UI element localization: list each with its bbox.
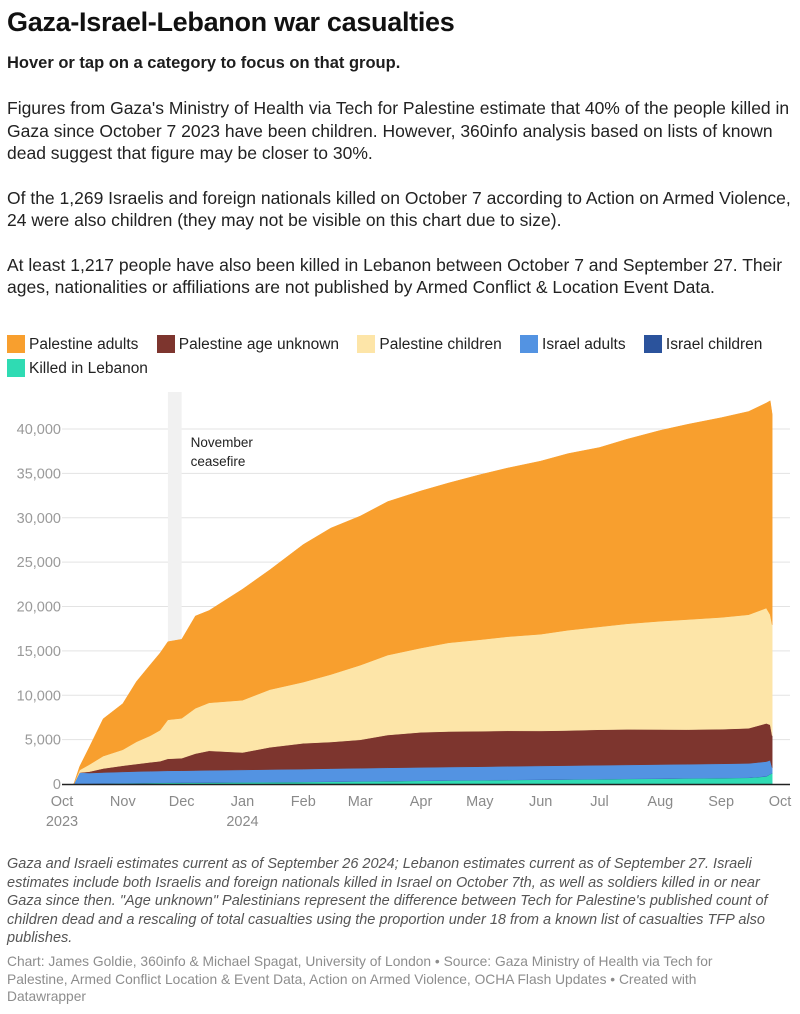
x-tick-label: Aug — [647, 794, 673, 810]
x-tick-label: Oct — [51, 794, 74, 810]
y-tick-label: 30,000 — [17, 511, 61, 527]
x-tick-label: Jan — [231, 794, 254, 810]
intro-paragraph: Of the 1,269 Israelis and foreign nation… — [7, 187, 791, 231]
x-tick-label: May — [466, 794, 494, 810]
y-tick-label: 15,000 — [17, 644, 61, 660]
x-tick-label: Nov — [110, 794, 137, 810]
y-tick-label: 40,000 — [17, 422, 61, 438]
legend-item-palestine-age-unknown[interactable]: Palestine age unknown — [156, 333, 340, 357]
intro-paragraph: Figures from Gaza's Ministry of Health v… — [7, 98, 790, 163]
x-tick-label: Sep — [708, 794, 734, 810]
y-tick-label: 0 — [53, 777, 61, 793]
x-tick-label: Feb — [291, 794, 316, 810]
x-tick-sublabel: 2024 — [226, 814, 258, 830]
legend-item-palestine-children[interactable]: Palestine children — [357, 333, 502, 357]
ceasefire-annotation: ceasefire — [191, 454, 246, 469]
legend-swatch — [520, 335, 539, 353]
x-tick-sublabel: 2023 — [46, 814, 78, 830]
y-tick-label: 25,000 — [17, 555, 61, 571]
legend-item-israel-children[interactable]: Israel children — [643, 333, 763, 357]
y-tick-label: 20,000 — [17, 600, 61, 616]
legend-item-israel-adults[interactable]: Israel adults — [520, 333, 626, 357]
legend-label: Palestine children — [379, 336, 502, 353]
x-tick-label: Oct — [769, 794, 792, 810]
x-tick-label: Dec — [169, 794, 195, 810]
intro-text: Figures from Gaza's Ministry of Health v… — [7, 97, 797, 321]
legend-swatch — [156, 335, 175, 353]
area-chart: 0 5,000 10,000 15,000 20,000 25,000 30,000 35,0… — [7, 385, 800, 845]
legend-swatch — [7, 335, 25, 353]
x-tick-label: Mar — [348, 794, 373, 810]
chart-svg: 0 5,000 10,000 15,000 20,000 25,000 30,000 35,0… — [17, 392, 792, 830]
legend: Palestine adults Palestine age unknown P… — [7, 333, 797, 380]
legend-label: Israel children — [665, 336, 763, 353]
ceasefire-annotation: November — [191, 435, 254, 450]
legend-label: Palestine age unknown — [178, 336, 340, 353]
chart-byline: Chart: James Goldie, 360info & Michael S… — [7, 954, 713, 1004]
x-tick-label: Apr — [410, 794, 433, 810]
legend-label: Palestine adults — [29, 336, 139, 353]
x-tick-label: Jul — [590, 794, 609, 810]
legend-swatch — [7, 358, 25, 377]
legend-item-palestine-adults[interactable]: Palestine adults — [7, 333, 138, 357]
legend-swatch — [357, 335, 376, 353]
legend-swatch — [643, 335, 662, 353]
intro-paragraph: At least 1,217 people have also been kil… — [7, 254, 783, 298]
area-palestine-adults[interactable] — [73, 400, 773, 785]
legend-label: Killed in Lebanon — [29, 359, 148, 377]
y-tick-label: 35,000 — [17, 466, 61, 482]
y-tick-label: 10,000 — [17, 688, 61, 704]
chart-subtitle: Hover or tap on a category to focus on t… — [7, 54, 401, 72]
legend-label: Israel adults — [542, 336, 626, 353]
chart-notes: Gaza and Israeli estimates current as of… — [7, 856, 768, 946]
x-tick-label: Jun — [529, 794, 552, 810]
legend-item-killed-in-lebanon[interactable]: Killed in Lebanon — [7, 357, 148, 381]
chart-title: Gaza-Israel-Lebanon war casualties — [7, 7, 455, 37]
y-tick-label: 5,000 — [25, 733, 61, 749]
